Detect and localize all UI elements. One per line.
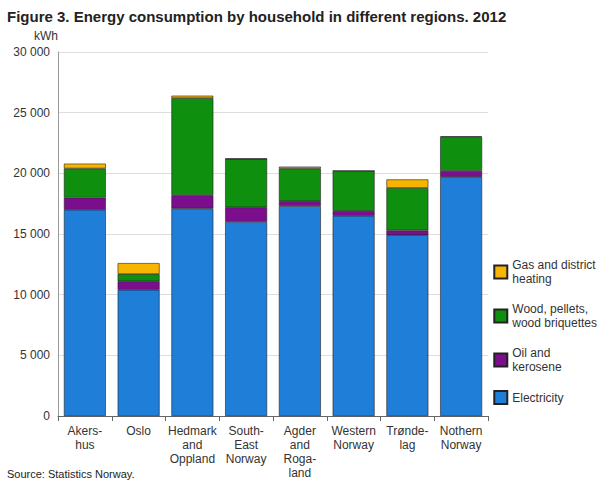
svg-text:5 000: 5 000 — [20, 348, 50, 362]
svg-text:Oil and: Oil and — [512, 346, 550, 360]
svg-text:Norway: Norway — [333, 438, 374, 452]
svg-text:10 000: 10 000 — [13, 288, 50, 302]
svg-text:Gas and district: Gas and district — [512, 258, 596, 272]
svg-text:hus: hus — [75, 438, 94, 452]
svg-text:Wood, pellets,: Wood, pellets, — [512, 302, 588, 316]
svg-text:Oppland: Oppland — [170, 452, 215, 466]
svg-text:Figure 3. Energy consumption b: Figure 3. Energy consumption by househol… — [7, 8, 506, 25]
svg-text:Electricity: Electricity — [512, 391, 563, 405]
svg-text:wood briquettes: wood briquettes — [511, 316, 597, 330]
svg-text:kWh: kWh — [34, 29, 58, 43]
svg-text:lag: lag — [399, 438, 415, 452]
svg-text:Nothern: Nothern — [440, 424, 483, 438]
svg-text:Roga-: Roga- — [284, 452, 317, 466]
svg-text:East: East — [234, 438, 259, 452]
svg-text:Hedmark: Hedmark — [168, 424, 218, 438]
svg-text:land: land — [289, 466, 312, 480]
svg-text:25 000: 25 000 — [13, 106, 50, 120]
svg-text:South-: South- — [228, 424, 263, 438]
svg-text:0: 0 — [43, 409, 50, 423]
svg-text:20 000: 20 000 — [13, 166, 50, 180]
svg-text:Agder: Agder — [284, 424, 316, 438]
svg-text:Oslo: Oslo — [126, 424, 151, 438]
svg-text:Western: Western — [331, 424, 375, 438]
svg-text:Norway: Norway — [441, 438, 482, 452]
svg-text:Source: Statistics Norway.: Source: Statistics Norway. — [7, 468, 135, 480]
svg-text:and: and — [182, 438, 202, 452]
svg-text:kerosene: kerosene — [512, 360, 562, 374]
svg-text:Trønde-: Trønde- — [386, 424, 428, 438]
svg-text:Akers-: Akers- — [68, 424, 103, 438]
svg-text:30 000: 30 000 — [13, 45, 50, 59]
svg-text:and: and — [290, 438, 310, 452]
svg-text:heating: heating — [512, 272, 551, 286]
svg-text:Norway: Norway — [226, 452, 267, 466]
svg-text:15 000: 15 000 — [13, 227, 50, 241]
